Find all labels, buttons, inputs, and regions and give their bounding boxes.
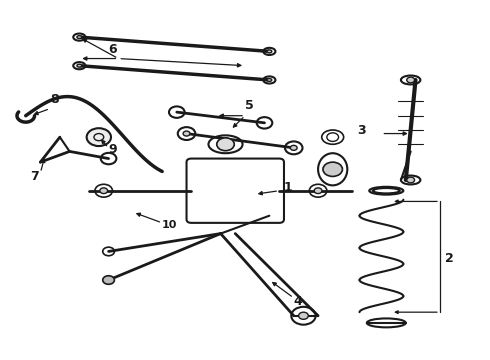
Circle shape: [290, 145, 297, 150]
Circle shape: [217, 138, 234, 151]
Text: 6: 6: [109, 43, 117, 56]
Circle shape: [103, 276, 115, 284]
Text: 3: 3: [357, 123, 366, 136]
Ellipse shape: [77, 36, 82, 39]
Text: 2: 2: [445, 252, 454, 265]
Circle shape: [314, 188, 322, 194]
Circle shape: [407, 77, 415, 83]
Circle shape: [100, 188, 108, 194]
Circle shape: [183, 131, 190, 136]
Ellipse shape: [267, 50, 272, 53]
Text: 4: 4: [294, 295, 302, 308]
Circle shape: [323, 162, 343, 176]
Circle shape: [407, 177, 415, 183]
Text: 1: 1: [284, 181, 293, 194]
Ellipse shape: [267, 78, 272, 81]
Text: 8: 8: [50, 93, 59, 106]
Text: 7: 7: [30, 170, 39, 183]
Circle shape: [87, 128, 111, 146]
Text: 9: 9: [109, 143, 117, 156]
Ellipse shape: [373, 188, 400, 193]
Text: 10: 10: [162, 220, 177, 230]
Ellipse shape: [369, 187, 403, 195]
Circle shape: [298, 312, 308, 319]
Text: 5: 5: [245, 99, 254, 112]
Ellipse shape: [77, 64, 82, 67]
